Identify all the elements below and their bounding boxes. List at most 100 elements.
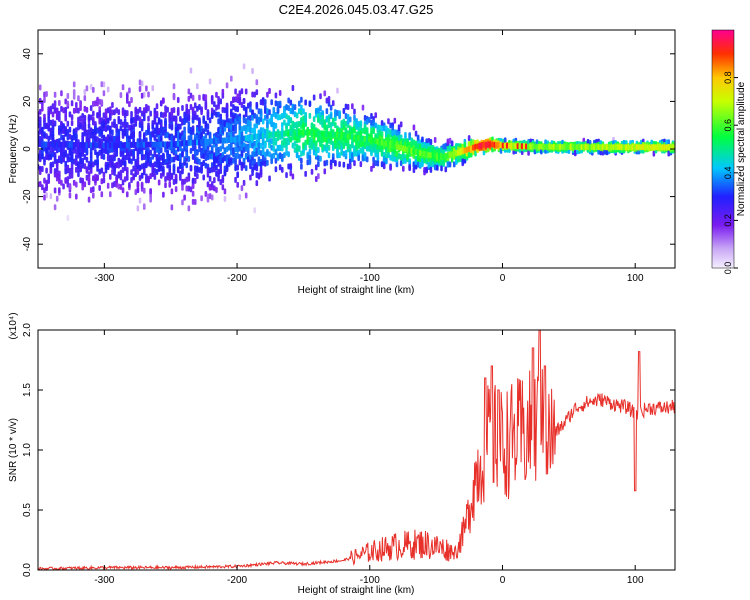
spectrogram-ridge-cell [660, 144, 664, 151]
spectrogram-cell [215, 91, 218, 98]
spectrogram-ridge-cell [610, 144, 613, 151]
spectrogram-ridge-cell [242, 135, 246, 142]
spectrogram-cell [77, 107, 80, 114]
spectrogram-cell [149, 196, 152, 203]
spectrogram-cell [64, 177, 68, 184]
spectrogram-cell [117, 128, 121, 135]
spectrogram-cell [215, 132, 218, 139]
spectrogram-cell [219, 179, 223, 186]
y-tick-label: 2.0 [22, 323, 33, 337]
spectrogram-cell [300, 119, 303, 126]
spectrogram-ridge-cell [561, 143, 564, 150]
spectrogram-cell [238, 194, 242, 201]
spectrogram-cell [314, 140, 318, 147]
spectrogram-ridge-cell [340, 132, 344, 139]
spectrogram-cell [340, 145, 344, 152]
spectrogram-cell [106, 161, 110, 168]
spectrogram-cell [72, 158, 76, 165]
spectrogram-cell [191, 190, 195, 197]
spectrogram-cell [151, 153, 155, 160]
spectrogram-cell [393, 134, 397, 141]
spectrogram-cell [92, 119, 95, 126]
spectrogram-cell [338, 161, 341, 168]
spectrogram-ridge-cell [459, 149, 463, 156]
spectrogram-ridge-cell [391, 142, 395, 149]
spectrogram-cell [172, 94, 176, 101]
spectrogram-ridge-cell [306, 129, 310, 136]
spectrogram-ridge-cell [569, 143, 573, 150]
spectrogram-cell [244, 192, 248, 199]
snr-multiplier-label: (x10⁴) [8, 312, 19, 339]
spectrogram-cell [382, 125, 386, 132]
spectrogram-ridge-cell [53, 141, 57, 148]
spectrogram-cell [119, 169, 123, 176]
spectrogram-cell [461, 154, 465, 161]
spectrogram-cell [210, 166, 214, 173]
spectrogram-cell [142, 107, 146, 114]
snr-y-axis: 0.00.51.01.52.0 [22, 323, 675, 577]
spectrogram-cell [172, 163, 176, 170]
spectrogram-cell [121, 129, 125, 136]
spectrogram-cell [304, 117, 307, 124]
spectrogram-ridge-cell [157, 141, 161, 148]
spectrogram-cell [142, 154, 146, 161]
spectrogram-cell [196, 134, 199, 141]
spectrogram-cell [317, 116, 320, 123]
spectrogram-cell [113, 169, 116, 176]
spectrogram-cell [108, 136, 112, 143]
spectrogram-cell [174, 186, 178, 193]
spectrogram-cell [89, 152, 93, 159]
spectrogram-cell [221, 184, 225, 191]
spectrogram-cell [125, 166, 129, 173]
spectrogram-cell [172, 178, 176, 185]
spectrogram-ridge-cell [435, 153, 439, 160]
spectrogram-cell [359, 120, 363, 127]
spectrogram-cell [41, 105, 44, 112]
spectrogram-cell [75, 101, 78, 108]
spectrogram-cell [416, 161, 420, 168]
spectrogram-cell [43, 113, 46, 120]
spectrogram-cell [348, 145, 352, 152]
spectrogram-cell [117, 172, 121, 179]
spectrogram-ridge-cell [85, 142, 89, 149]
spectrogram-cell [64, 130, 68, 137]
spectrogram-cell [359, 147, 363, 154]
spectrogram-cell [68, 147, 72, 154]
spectrogram-cell [503, 137, 507, 144]
spectrogram-cell [64, 160, 68, 167]
spectrogram-cell [115, 150, 118, 157]
spectrogram-cell [62, 134, 65, 141]
spectrogram-ridge-cell [503, 142, 507, 149]
spectrogram-cell [191, 106, 195, 113]
spectrogram-cell [132, 174, 135, 181]
spectrogram-cell [259, 150, 263, 157]
spectrogram-cell [293, 104, 297, 111]
spectrogram-cell [164, 182, 167, 189]
spectrogram-cell [89, 127, 93, 134]
spectrogram-cell [66, 156, 70, 163]
spectrogram-cell [136, 168, 140, 175]
spectrogram-ridge-cell [480, 142, 484, 149]
spectrogram-cell [104, 147, 108, 154]
spectrogram-cell [372, 128, 375, 135]
spectrogram-cell [249, 125, 252, 132]
spectrogram-cell [210, 107, 214, 114]
spectrogram-cell [179, 134, 182, 141]
spectrogram-cell [38, 149, 42, 156]
spectrogram-ridge-cell [172, 141, 176, 148]
x-tick-label: -300 [94, 273, 114, 284]
spectrogram-ridge-cell [656, 144, 660, 151]
spectrogram-ridge-cell [590, 144, 594, 151]
spectrogram-ridge-cell [299, 129, 303, 136]
spectrogram-cell [448, 137, 452, 144]
spectrogram-cell [210, 153, 214, 160]
spectrogram-cell [125, 147, 129, 154]
spectrogram-ridge-cell [189, 139, 193, 146]
spectrogram-cell [155, 168, 159, 175]
spectrogram-cell [98, 130, 101, 137]
spectrogram-cell [232, 157, 235, 164]
spectrogram-cell [187, 185, 191, 192]
spectrogram-cell [385, 153, 388, 160]
spectrogram-cell [81, 134, 84, 141]
spectrogram-cell [98, 185, 101, 192]
